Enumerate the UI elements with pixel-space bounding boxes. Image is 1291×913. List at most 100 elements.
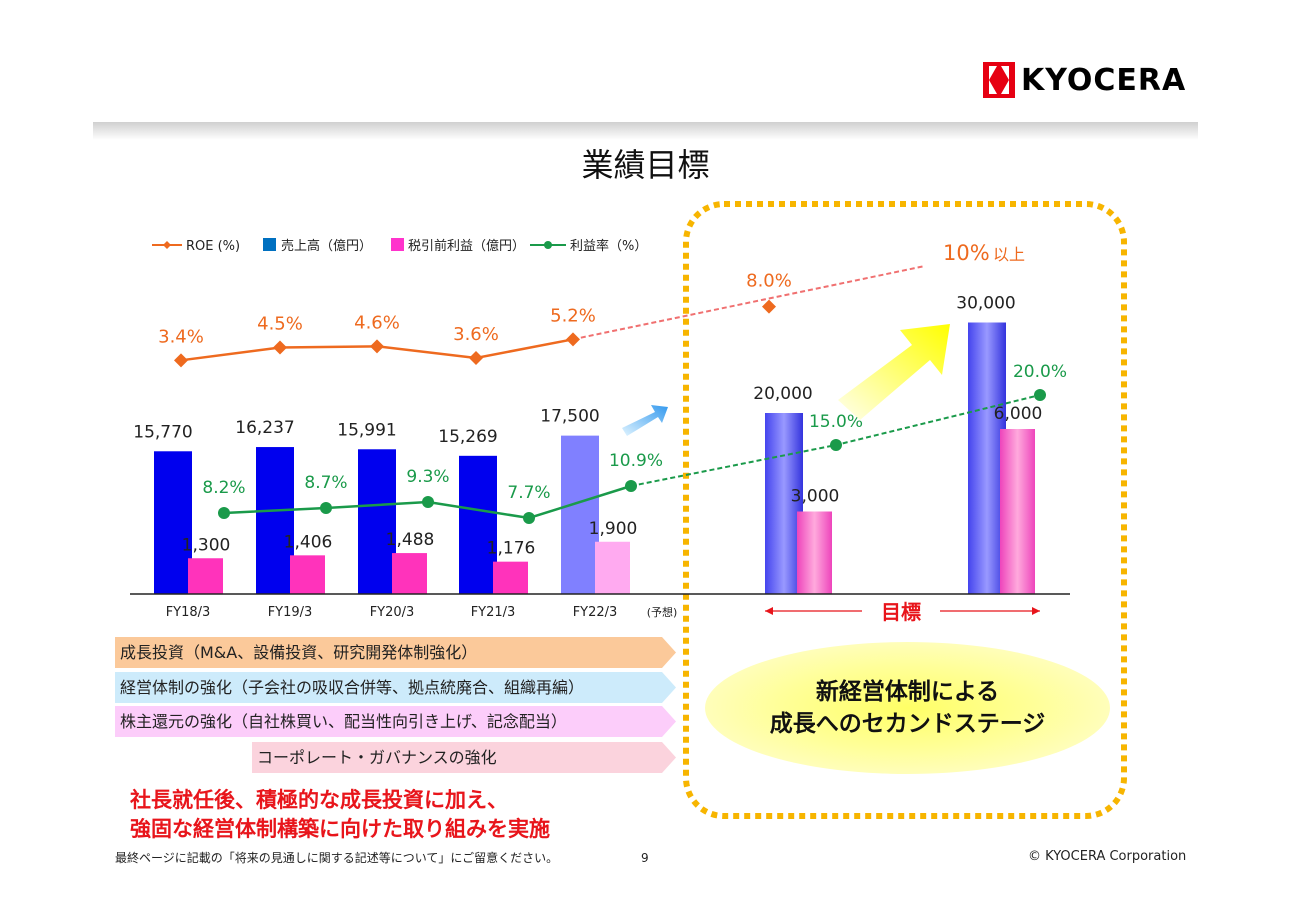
x-tick-label: FY19/3 (268, 605, 313, 620)
legend-margin-marker (544, 241, 552, 249)
bar-pretax (188, 558, 223, 594)
bar-pretax-label: 1,488 (386, 530, 435, 550)
x-tick-note: (予想) (647, 605, 678, 619)
legend-sales-label: 売上高（億円） (281, 238, 372, 254)
roe-marker (370, 339, 384, 354)
margin-marker (218, 507, 230, 519)
target-arrowhead-left-icon (765, 607, 773, 615)
key-message: 社長就任後、積極的な成長投資に加え、 強固な経営体制構築に向けた取り組みを実施 (130, 786, 550, 844)
bar-pretax (493, 561, 528, 594)
bar-pretax-label: 6,000 (994, 404, 1043, 424)
roe-target-suffix: 以上 (993, 245, 1025, 264)
target-period-box (683, 201, 1127, 819)
bar-pretax-label: 1,900 (589, 519, 638, 539)
margin-marker (1034, 389, 1046, 401)
margin-marker (830, 439, 842, 451)
roe-label: 4.6% (354, 312, 400, 333)
roe-marker (273, 340, 287, 355)
x-tick-label: FY22/3 (573, 605, 618, 620)
bar-sales (968, 322, 1006, 594)
roe-label: 3.6% (453, 324, 499, 345)
margin-marker (625, 480, 637, 492)
legend-pretax-label: 税引前利益（億円） (408, 238, 525, 254)
roe-marker (469, 350, 483, 365)
second-stage-line1: 新経営体制による (815, 678, 1000, 705)
legend-roe-label: ROE (%) (186, 239, 240, 254)
bar-pretax (392, 553, 427, 594)
initiative-banner: 成長投資（M&A、設備投資、研究開発体制強化） (115, 637, 676, 668)
roe-label: 3.4% (158, 326, 204, 347)
roe-marker (566, 332, 580, 347)
bar-sales-label: 16,237 (235, 418, 294, 438)
bar-sales (561, 435, 599, 594)
second-stage-line2: 成長へのセカンドステージ (769, 711, 1046, 737)
margin-label: 15.0% (809, 412, 863, 432)
roe-label: 5.2% (550, 305, 596, 326)
bar-pretax (797, 511, 832, 594)
margin-label: 20.0% (1013, 362, 1067, 382)
margin-label: 7.7% (507, 483, 550, 503)
legend-sales-swatch (263, 238, 276, 251)
bar-pretax (1000, 429, 1035, 594)
initiative-banner: 株主還元の強化（自社株買い、配当性向引き上げ、記念配当） (115, 706, 676, 737)
margin-marker (422, 496, 434, 508)
bar-pretax (595, 541, 630, 594)
initiative-banner: コーポレート・ガバナンスの強化 (252, 742, 676, 773)
target-label: 目標 (881, 600, 921, 624)
bar-sales-label: 15,770 (133, 422, 192, 442)
roe-label: 8.0% (746, 271, 792, 292)
bar-sales (358, 449, 396, 594)
bar-sales (256, 447, 294, 594)
roe-target-label: 10% (943, 241, 990, 265)
page-number: 9 (641, 851, 649, 865)
bar-sales-label: 20,000 (753, 384, 812, 404)
initiative-text: 成長投資（M&A、設備投資、研究開発体制強化） (120, 643, 478, 662)
key-message-line1: 社長就任後、積極的な成長投資に加え、 (130, 788, 508, 812)
x-tick-label: FY20/3 (370, 605, 415, 620)
margin-label: 8.2% (202, 478, 245, 498)
bar-sales-label: 30,000 (956, 294, 1015, 314)
second-stage-ellipse: 新経営体制による 成長へのセカンドステージ (705, 642, 1110, 774)
bar-sales (154, 451, 192, 594)
bar-sales-label: 17,500 (540, 407, 599, 427)
bar-sales (765, 413, 803, 594)
copyright: © KYOCERA Corporation (1028, 849, 1187, 864)
margin-label: 8.7% (304, 473, 347, 493)
growth-arrow-small-icon (622, 405, 668, 436)
bar-pretax-label: 1,300 (182, 535, 231, 555)
kyocera-logo: KYOCERA (983, 62, 1186, 98)
initiative-text: コーポレート・ガバナンスの強化 (257, 748, 497, 767)
legend-pretax-swatch (391, 238, 404, 251)
initiative-banner: 経営体制の強化（子会社の吸収合併等、拠点統廃合、組織再編） (115, 672, 676, 703)
margin-marker (523, 512, 535, 524)
growth-arrow-large-icon (838, 324, 950, 420)
disclaimer: 最終ページに記載の「将来の見通しに関する記述等について」にご留意ください。 (115, 851, 559, 865)
bar-sales-label: 15,991 (337, 420, 396, 440)
bar-pretax-label: 3,000 (791, 487, 840, 507)
page-title: 業績目標 (581, 146, 710, 184)
kyocera-logo-icon (983, 62, 1015, 98)
kyocera-logo-text: KYOCERA (1021, 62, 1187, 98)
x-tick-label: FY21/3 (471, 605, 516, 620)
bar-pretax-label: 1,176 (487, 539, 536, 559)
header-bar (93, 122, 1198, 140)
key-message-line2: 強固な経営体制構築に向けた取り組みを実施 (130, 817, 550, 841)
bar-pretax-label: 1,406 (284, 532, 333, 552)
roe-label: 4.5% (257, 313, 303, 334)
bar-sales-label: 15,269 (438, 427, 497, 447)
margin-label: 10.9% (609, 451, 663, 471)
legend-roe-marker (163, 241, 171, 249)
target-arrowhead-right-icon (1032, 607, 1040, 615)
roe-marker (762, 299, 776, 314)
margin-label: 9.3% (406, 467, 449, 487)
margin-marker (320, 502, 332, 514)
initiative-text: 株主還元の強化（自社株買い、配当性向引き上げ、記念配当） (120, 712, 567, 731)
initiative-text: 経営体制の強化（子会社の吸収合併等、拠点統廃合、組織再編） (120, 678, 585, 697)
legend-margin-label: 利益率（%） (570, 238, 647, 254)
roe-marker (174, 353, 188, 368)
bar-sales (459, 455, 497, 594)
roe-target-line (572, 265, 926, 341)
x-tick-label: FY18/3 (166, 605, 211, 620)
